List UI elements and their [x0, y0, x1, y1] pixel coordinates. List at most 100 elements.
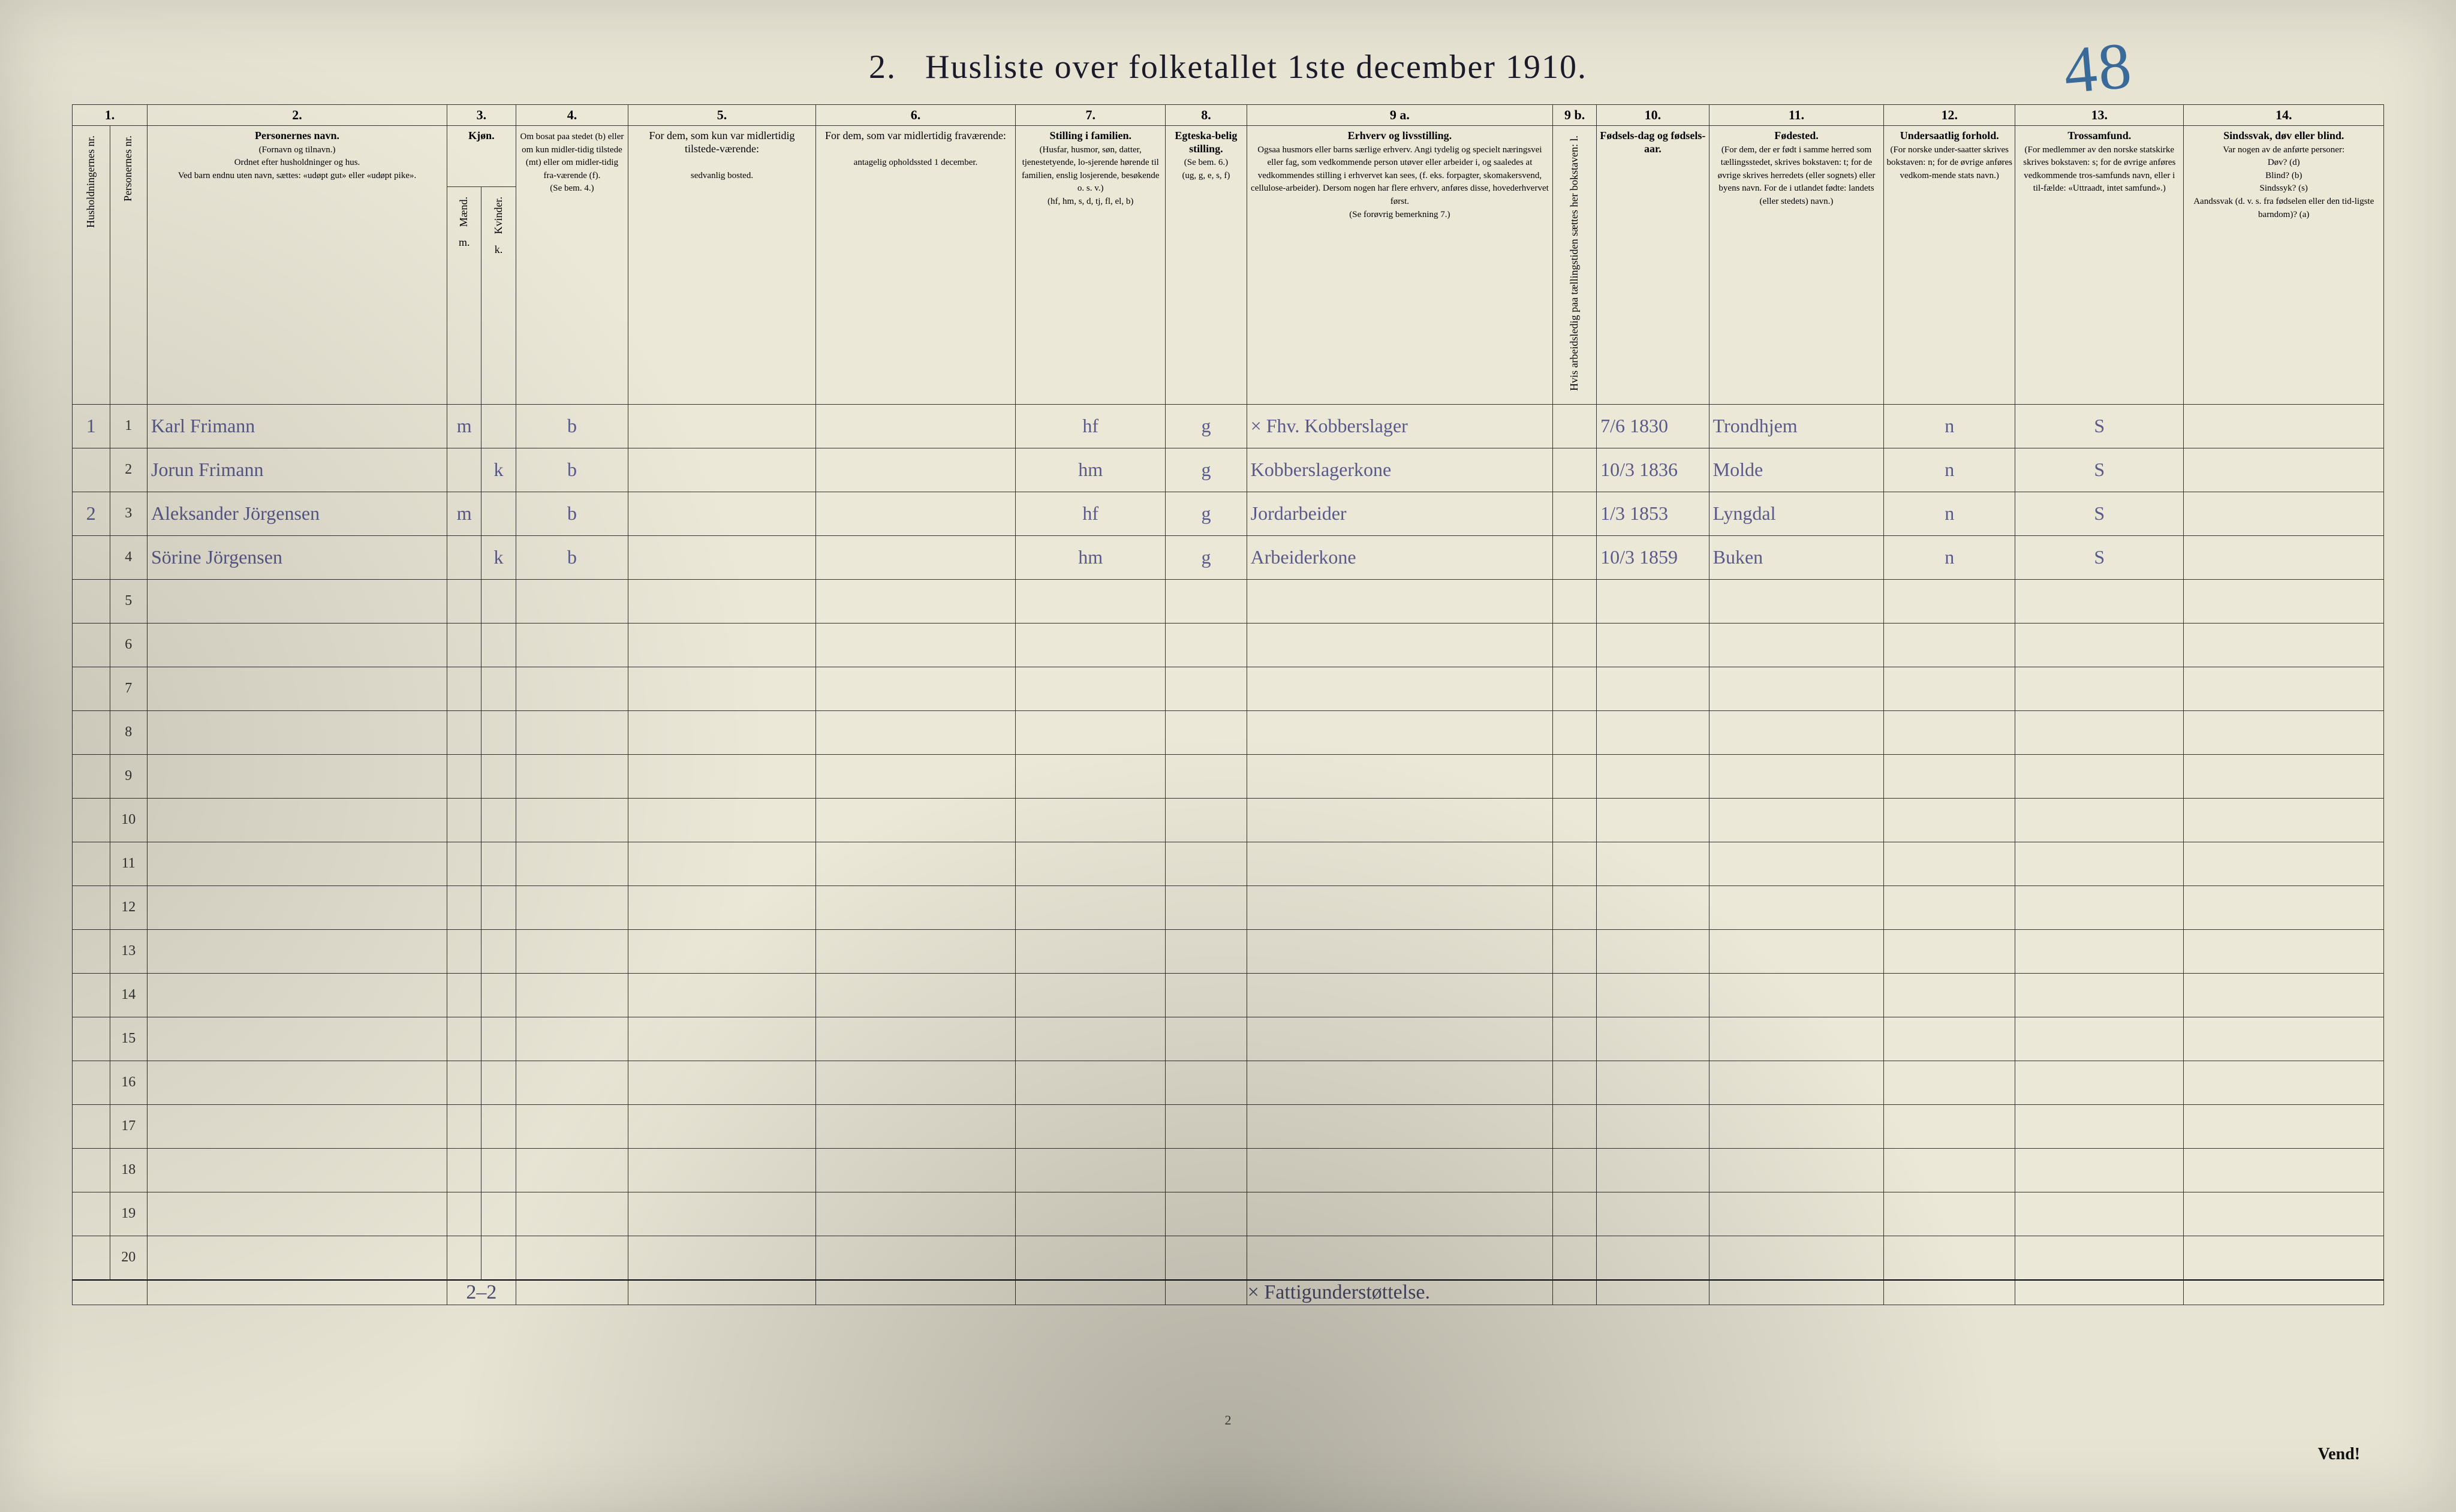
cell-blank [1016, 754, 1166, 798]
cell-blank [1553, 842, 1597, 885]
hdr-presence: Om bosat paa stedet (b) eller om kun mid… [516, 126, 628, 405]
cell-blank [148, 842, 447, 885]
cell-blank [815, 885, 1015, 929]
cell-family-pos: hm [1016, 535, 1166, 579]
table-row: 7 [73, 667, 2384, 710]
cell-blank [447, 1061, 481, 1104]
cell-blank [1709, 1061, 1884, 1104]
cell-blank [1597, 973, 1709, 1017]
cell-blank [2015, 754, 2184, 798]
cell-blank [481, 1061, 516, 1104]
table-row: 12 [73, 885, 2384, 929]
cell-blank [1166, 798, 1247, 842]
cell-person-nr: 20 [110, 1236, 148, 1280]
table-row: 8 [73, 710, 2384, 754]
hdr-name: Personernes navn. (Fornavn og tilnavn.) … [148, 126, 447, 405]
hdr-occupation: Erhverv og livsstilling. Ogsaa husmors e… [1247, 126, 1553, 405]
cell-person-nr: 5 [110, 579, 148, 623]
colnum-14: 14. [2184, 105, 2384, 126]
cell-blank [2015, 842, 2184, 885]
cell-blank [2184, 885, 2384, 929]
cell-blank [1884, 1148, 2015, 1192]
cell-occupation: Kobberslagerkone [1247, 448, 1553, 492]
cell-blank [1884, 623, 2015, 667]
cell-household-nr [73, 710, 110, 754]
cell-temp-absent [815, 535, 1015, 579]
cell-blank [148, 1104, 447, 1148]
cell-blank [1247, 667, 1553, 710]
cell-blank [1166, 1148, 1247, 1192]
cell-blank [2015, 710, 2184, 754]
hdr-sex: Kjøn. [447, 126, 516, 187]
cell-name: Karl Frimann [148, 404, 447, 448]
title-text: Husliste over folketallet 1ste december … [925, 49, 1587, 86]
colnum-4: 4. [516, 105, 628, 126]
cell-blank [1884, 929, 2015, 973]
cell-blank [516, 667, 628, 710]
cell-blank [628, 1061, 816, 1104]
cell-blank [148, 754, 447, 798]
cell-person-nr: 9 [110, 754, 148, 798]
table-row: 16 [73, 1061, 2384, 1104]
cell-blank [628, 885, 816, 929]
cell-sex-k: k [481, 448, 516, 492]
cell-blank [447, 1236, 481, 1280]
cell-blank [2184, 623, 2384, 667]
cell-blank [1247, 1148, 1553, 1192]
cell-blank [815, 1236, 1015, 1280]
cell-blank [1247, 842, 1553, 885]
cell-blank [815, 929, 1015, 973]
cell-blank [1247, 579, 1553, 623]
cell-blank [1597, 929, 1709, 973]
cell-household-nr [73, 1148, 110, 1192]
cell-blank [1166, 710, 1247, 754]
cell-blank [481, 885, 516, 929]
cell-blank [2184, 798, 2384, 842]
cell-person-nr: 1 [110, 404, 148, 448]
cell-blank [1884, 1061, 2015, 1104]
cell-religion: S [2015, 448, 2184, 492]
hdr-family-pos: Stilling i familien. (Husfar, husmor, sø… [1016, 126, 1166, 405]
cell-blank [2184, 929, 2384, 973]
cell-blank [815, 1148, 1015, 1192]
table-row: 15 [73, 1017, 2384, 1061]
cell-blank [1884, 667, 2015, 710]
cell-household-nr: 1 [73, 404, 110, 448]
cell-blank [1166, 973, 1247, 1017]
cell-blank [1597, 623, 1709, 667]
cell-unemployed [1553, 448, 1597, 492]
table-row: 5 [73, 579, 2384, 623]
cell-blank [481, 929, 516, 973]
cell-birthplace: Lyngdal [1709, 492, 1884, 535]
cell-sex-m [447, 535, 481, 579]
cell-blank [1553, 1061, 1597, 1104]
table-row: 17 [73, 1104, 2384, 1148]
colnum-7: 7. [1016, 105, 1166, 126]
cell-blank [1553, 1236, 1597, 1280]
cell-temp-absent [815, 448, 1015, 492]
cell-blank [148, 1192, 447, 1236]
cell-blank [1597, 710, 1709, 754]
cell-blank [2015, 885, 2184, 929]
cell-blank [2184, 842, 2384, 885]
cell-blank [1709, 885, 1884, 929]
cell-blank [2015, 1148, 2184, 1192]
hdr-birthplace: Fødested. (For dem, der er født i samme … [1709, 126, 1884, 405]
cell-blank [2015, 667, 2184, 710]
cell-disability [2184, 448, 2384, 492]
cell-blank [2015, 1192, 2184, 1236]
table-row: 14 [73, 973, 2384, 1017]
cell-sex-k: k [481, 535, 516, 579]
cell-blank [1166, 1236, 1247, 1280]
cell-blank [2015, 579, 2184, 623]
cell-blank [447, 1148, 481, 1192]
colnum-5: 5. [628, 105, 816, 126]
cell-blank [2184, 1192, 2384, 1236]
cell-blank [516, 710, 628, 754]
cell-blank [1553, 710, 1597, 754]
colnum-10: 10. [1597, 105, 1709, 126]
cell-blank [628, 710, 816, 754]
cell-person-nr: 6 [110, 623, 148, 667]
cell-blank [1247, 1061, 1553, 1104]
cell-blank [1597, 798, 1709, 842]
